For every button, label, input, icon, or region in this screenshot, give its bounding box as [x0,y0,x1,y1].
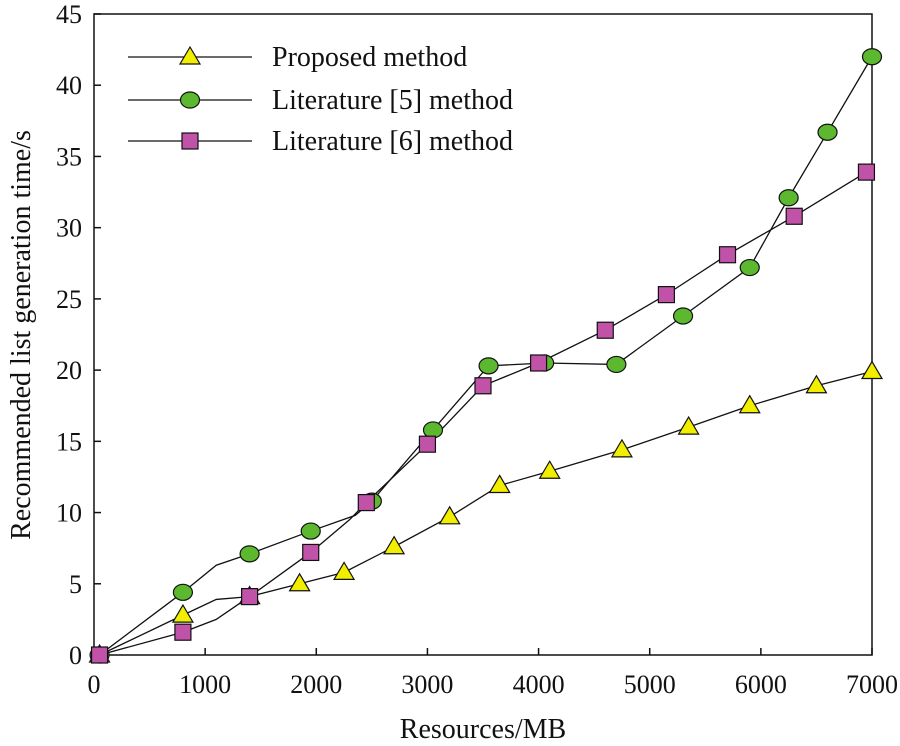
data-point-lit5 [739,258,760,277]
legend: Proposed method Literature [5] method Lite… [128,42,513,157]
axis-ticks: 0 1000 2000 3000 4000 5000 6000 7000 0 5 10 15 20 25 3… [56,0,898,699]
series-line-proposed [99,370,873,656]
data-point-proposed [333,561,356,580]
y-tick-label: 40 [56,71,82,100]
data-point-lit5 [817,123,838,141]
x-tick-label: 3000 [401,670,453,699]
data-point-lit5 [672,307,694,325]
y-tick-label: 10 [56,499,82,528]
data-point-lit6 [857,163,876,181]
data-point-lit6 [418,435,437,453]
data-point-lit6 [785,207,803,225]
series-line-lit6 [99,171,867,656]
data-point-lit6 [596,321,614,339]
data-point-proposed [677,415,700,435]
data-point-proposed [860,360,884,380]
y-tick-label: 0 [69,641,82,670]
data-point-lit5 [778,189,799,207]
data-point-proposed [488,474,511,494]
data-point-lit5 [606,355,627,374]
data-point-lit6 [357,493,375,512]
data-point-lit5 [478,357,499,375]
data-point-proposed [288,572,311,592]
data-point-lit6 [718,246,737,264]
x-tick-label: 4000 [513,670,565,699]
data-point-lit5 [300,522,321,540]
legend-label-lit6: Literature [6] method [272,126,513,157]
data-point-proposed [383,535,406,555]
y-tick-label: 25 [56,285,82,314]
data-point-proposed [538,460,561,479]
x-axis-title: Resources/MB [400,714,566,745]
data-point-lit6 [90,646,109,664]
x-tick-label: 2000 [290,670,342,699]
data-point-lit5 [422,421,444,439]
data-point-proposed [805,374,828,394]
y-axis-title: Recommended list generation time/s [6,130,37,540]
legend-marker-lit6 [181,132,199,150]
data-point-lit5 [861,48,883,66]
y-tick-label: 30 [56,214,82,243]
series-markers [88,48,884,664]
y-tick-label: 20 [56,356,82,385]
data-point-lit6 [241,587,259,606]
legend-marker-proposed [178,45,202,65]
data-point-lit6 [174,623,192,641]
plot-frame [93,13,873,656]
data-point-lit6 [302,543,320,562]
x-tick-label: 1000 [179,670,231,699]
data-point-lit5 [239,545,260,563]
data-point-proposed [738,394,761,414]
legend-label-lit5: Literature [5] method [272,85,513,116]
y-tick-label: 45 [56,0,82,29]
series-line-lit5 [99,56,873,656]
y-tick-label: 15 [56,427,82,456]
x-tick-label: 6000 [735,670,787,699]
legend-label-proposed: Proposed method [272,42,467,73]
y-tick-label: 35 [56,142,82,171]
legend-marker-lit5 [179,91,201,109]
data-point-lit6 [474,377,492,395]
y-tick-label: 5 [69,570,82,599]
x-tick-label: 0 [88,670,101,699]
data-point-proposed [610,438,633,458]
x-tick-label: 7000 [846,670,898,699]
data-point-lit5 [172,583,194,601]
data-point-lit6 [529,354,548,372]
data-point-lit6 [657,286,675,304]
x-tick-label: 5000 [624,670,676,699]
data-point-proposed [438,505,461,525]
data-point-proposed [171,603,194,623]
